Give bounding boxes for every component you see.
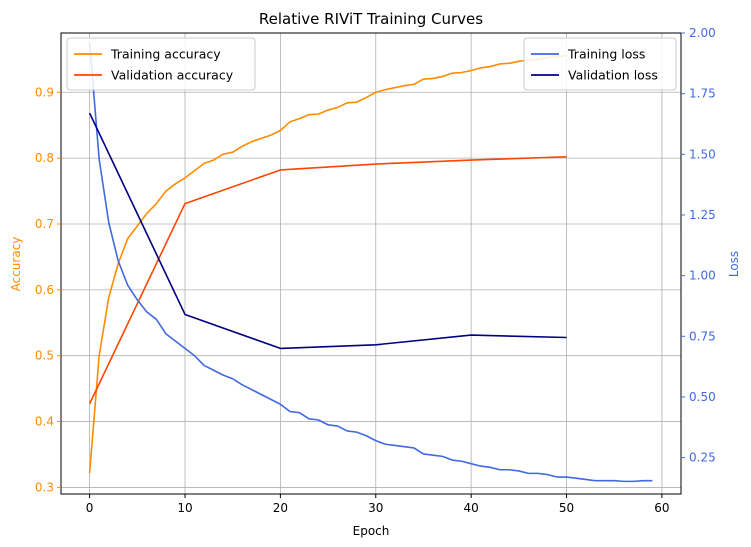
legend-box	[523, 37, 677, 91]
left-y-axis-label: Accuracy	[9, 237, 23, 292]
left-y-tick-label: 0.3	[35, 480, 54, 494]
training-loss-line	[88, 42, 653, 483]
x-tick-label: 10	[177, 501, 192, 515]
right-y-tick-label: 0.75	[689, 329, 716, 343]
x-tick-label: 60	[654, 501, 669, 515]
right-y-axis: 0.25 0.50 0.75 1.00 1.25 1.50 1.75 2.00	[681, 26, 716, 465]
left-y-tick-label: 0.5	[35, 349, 54, 363]
training-accuracy-line	[88, 54, 567, 473]
left-y-tick-label: 0.7	[35, 217, 54, 231]
right-y-tick-label: 1.00	[689, 269, 716, 283]
right-y-tick-label: 2.00	[689, 26, 716, 40]
x-tick-label: 50	[559, 501, 574, 515]
x-tick-label: 0	[86, 501, 94, 515]
left-y-tick-label: 0.8	[35, 151, 54, 165]
right-y-tick-label: 1.50	[689, 147, 716, 161]
legend-label-training-loss: Training loss	[567, 47, 645, 62]
series-layer	[88, 42, 653, 483]
right-y-tick-label: 1.75	[689, 87, 716, 101]
grid	[61, 33, 681, 494]
x-axis: 0 10 20 30 40 50 60	[86, 494, 670, 515]
legend-accuracy: Training accuracy Validation accuracy	[66, 37, 256, 91]
left-y-axis: 0.3 0.4 0.5 0.6 0.7 0.8 0.9	[35, 85, 61, 494]
left-y-tick-label: 0.4	[35, 415, 54, 429]
right-y-axis-label: Loss	[727, 251, 741, 277]
validation-loss-line	[88, 112, 567, 350]
x-axis-label: Epoch	[353, 524, 390, 538]
left-y-tick-label: 0.9	[35, 85, 54, 99]
legend-loss: Training loss Validation loss	[523, 37, 677, 91]
legend-label-training-accuracy: Training accuracy	[110, 47, 221, 62]
legend-label-validation-accuracy: Validation accuracy	[111, 68, 234, 83]
left-y-tick-label: 0.6	[35, 283, 54, 297]
chart-title: Relative RIViT Training Curves	[259, 10, 483, 28]
right-y-tick-label: 0.25	[689, 451, 716, 465]
validation-accuracy-line	[88, 156, 567, 405]
legend-box	[66, 37, 256, 91]
x-tick-label: 40	[464, 501, 479, 515]
right-y-tick-label: 1.25	[689, 208, 716, 222]
plot-frame	[60, 32, 682, 495]
x-tick-label: 30	[368, 501, 383, 515]
legend-label-validation-loss: Validation loss	[568, 68, 658, 83]
right-y-tick-label: 0.50	[689, 390, 716, 404]
x-tick-label: 20	[273, 501, 288, 515]
